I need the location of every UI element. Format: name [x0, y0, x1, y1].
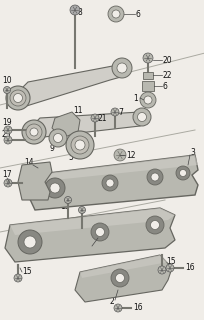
- Text: 9: 9: [50, 143, 55, 153]
- Circle shape: [71, 136, 89, 154]
- Circle shape: [22, 120, 46, 144]
- Circle shape: [26, 124, 42, 140]
- Circle shape: [143, 96, 151, 104]
- Circle shape: [175, 166, 189, 180]
- Circle shape: [95, 228, 104, 236]
- Circle shape: [157, 266, 165, 274]
- Circle shape: [142, 53, 152, 63]
- Circle shape: [4, 136, 12, 144]
- Text: 1: 1: [133, 93, 137, 102]
- Circle shape: [13, 93, 22, 102]
- Text: 11: 11: [73, 106, 82, 115]
- Text: 10: 10: [2, 76, 12, 84]
- Text: 4: 4: [88, 244, 92, 252]
- Text: 5: 5: [68, 153, 72, 162]
- Circle shape: [165, 264, 173, 272]
- Circle shape: [12, 92, 24, 104]
- Circle shape: [110, 108, 118, 116]
- Text: 16: 16: [184, 263, 194, 273]
- Text: 13: 13: [60, 202, 69, 211]
- Circle shape: [14, 274, 22, 282]
- Polygon shape: [10, 208, 174, 235]
- Text: 6: 6: [162, 82, 167, 91]
- Circle shape: [111, 10, 119, 18]
- Circle shape: [78, 206, 85, 213]
- Circle shape: [110, 269, 128, 287]
- Polygon shape: [52, 112, 80, 138]
- Text: 17: 17: [2, 170, 12, 179]
- Circle shape: [10, 90, 26, 106]
- Circle shape: [24, 236, 36, 248]
- Text: 15: 15: [22, 268, 31, 276]
- Circle shape: [113, 304, 121, 312]
- Circle shape: [150, 220, 159, 229]
- Circle shape: [64, 196, 71, 204]
- Circle shape: [179, 170, 186, 177]
- Circle shape: [30, 128, 38, 136]
- Circle shape: [70, 5, 80, 15]
- Circle shape: [146, 169, 162, 185]
- Circle shape: [6, 86, 30, 110]
- Text: 22: 22: [162, 70, 172, 79]
- Circle shape: [139, 92, 155, 108]
- Circle shape: [53, 133, 62, 142]
- Circle shape: [91, 223, 109, 241]
- Circle shape: [49, 129, 67, 147]
- Polygon shape: [28, 112, 147, 138]
- Text: 3: 3: [189, 148, 194, 156]
- Circle shape: [115, 274, 124, 283]
- Circle shape: [111, 58, 131, 78]
- Text: 6: 6: [135, 10, 140, 19]
- Polygon shape: [18, 162, 52, 200]
- Circle shape: [66, 131, 94, 159]
- Circle shape: [113, 149, 125, 161]
- Polygon shape: [28, 155, 197, 210]
- Text: 7: 7: [118, 108, 122, 116]
- Polygon shape: [32, 155, 197, 182]
- Circle shape: [73, 138, 86, 152]
- Circle shape: [102, 175, 118, 191]
- Circle shape: [3, 86, 10, 93]
- Polygon shape: [80, 255, 167, 278]
- Text: 8: 8: [78, 7, 82, 17]
- Circle shape: [150, 173, 158, 181]
- Text: 19: 19: [2, 117, 12, 126]
- Circle shape: [137, 113, 146, 122]
- FancyBboxPatch shape: [142, 72, 152, 79]
- Circle shape: [105, 179, 113, 187]
- Text: 2: 2: [110, 298, 114, 307]
- Text: 18: 18: [85, 218, 94, 227]
- Circle shape: [4, 179, 12, 187]
- Polygon shape: [12, 65, 127, 108]
- FancyBboxPatch shape: [141, 81, 153, 91]
- Circle shape: [132, 108, 150, 126]
- Circle shape: [108, 6, 123, 22]
- Circle shape: [18, 230, 42, 254]
- Circle shape: [91, 114, 99, 122]
- Circle shape: [50, 183, 60, 193]
- Text: 16: 16: [132, 303, 142, 313]
- Circle shape: [4, 126, 12, 134]
- Text: 20: 20: [162, 55, 172, 65]
- Text: 23: 23: [2, 130, 12, 139]
- Polygon shape: [5, 208, 174, 262]
- Circle shape: [145, 216, 163, 234]
- Text: 15: 15: [165, 258, 175, 267]
- Text: 14: 14: [24, 157, 33, 166]
- Circle shape: [45, 178, 65, 198]
- Circle shape: [28, 126, 40, 138]
- Polygon shape: [75, 255, 171, 302]
- Text: 12: 12: [125, 150, 135, 159]
- Text: 21: 21: [98, 114, 107, 123]
- Circle shape: [75, 140, 85, 150]
- Circle shape: [116, 63, 126, 73]
